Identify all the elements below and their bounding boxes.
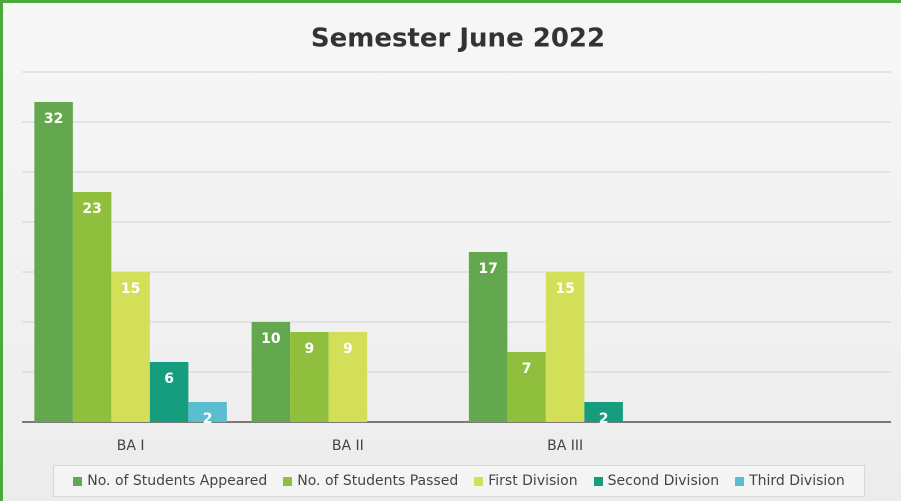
- bar: [111, 272, 150, 422]
- data-label: 2: [203, 411, 213, 427]
- data-label: 23: [82, 201, 101, 217]
- bar: [149, 362, 189, 422]
- bar: [72, 192, 112, 422]
- bar: [584, 402, 623, 422]
- legend-label: Third Division: [749, 473, 845, 489]
- legend-swatch: [474, 476, 484, 486]
- bar: [251, 322, 291, 422]
- data-label: 15: [555, 281, 574, 297]
- data-label: 32: [44, 111, 63, 127]
- data-label: 9: [343, 341, 353, 357]
- chart: Semester June 2022 BA I 32 23 15 6 2 BA II 10 9 9…: [22, 24, 891, 454]
- x-tick-label: BA II: [332, 438, 364, 454]
- data-label: 7: [522, 361, 532, 377]
- legend-item: No. of Students Passed: [283, 473, 458, 489]
- bar: [545, 272, 585, 422]
- legend-item: No. of Students Appeared: [73, 473, 267, 489]
- legend-item: Third Division: [735, 473, 845, 489]
- bar: [34, 102, 73, 422]
- data-label: 9: [305, 341, 315, 357]
- bar: [188, 402, 227, 422]
- data-label: 2: [599, 411, 609, 427]
- bar: [328, 332, 368, 422]
- legend-swatch: [283, 476, 293, 486]
- legend: No. of Students Appeared No. of Students …: [53, 465, 865, 497]
- legend-label: First Division: [488, 473, 578, 489]
- chart-title: Semester June 2022: [311, 24, 605, 54]
- data-label: 15: [121, 281, 140, 297]
- legend-swatch: [735, 476, 745, 486]
- legend-item: Second Division: [593, 473, 720, 489]
- legend-swatch: [593, 476, 603, 486]
- bar: [507, 352, 546, 422]
- legend-label: Second Division: [607, 473, 720, 489]
- x-tick-label: BA III: [547, 438, 583, 454]
- legend-swatch: [73, 476, 83, 486]
- legend-label: No. of Students Appeared: [87, 473, 268, 489]
- bar: [468, 252, 508, 422]
- data-label: 17: [478, 261, 497, 277]
- data-label: 6: [164, 371, 174, 387]
- legend-label: No. of Students Passed: [297, 473, 459, 489]
- data-label: 10: [261, 331, 281, 347]
- legend-item: First Division: [474, 473, 578, 489]
- x-tick-label: BA I: [117, 438, 145, 454]
- bar: [290, 332, 329, 422]
